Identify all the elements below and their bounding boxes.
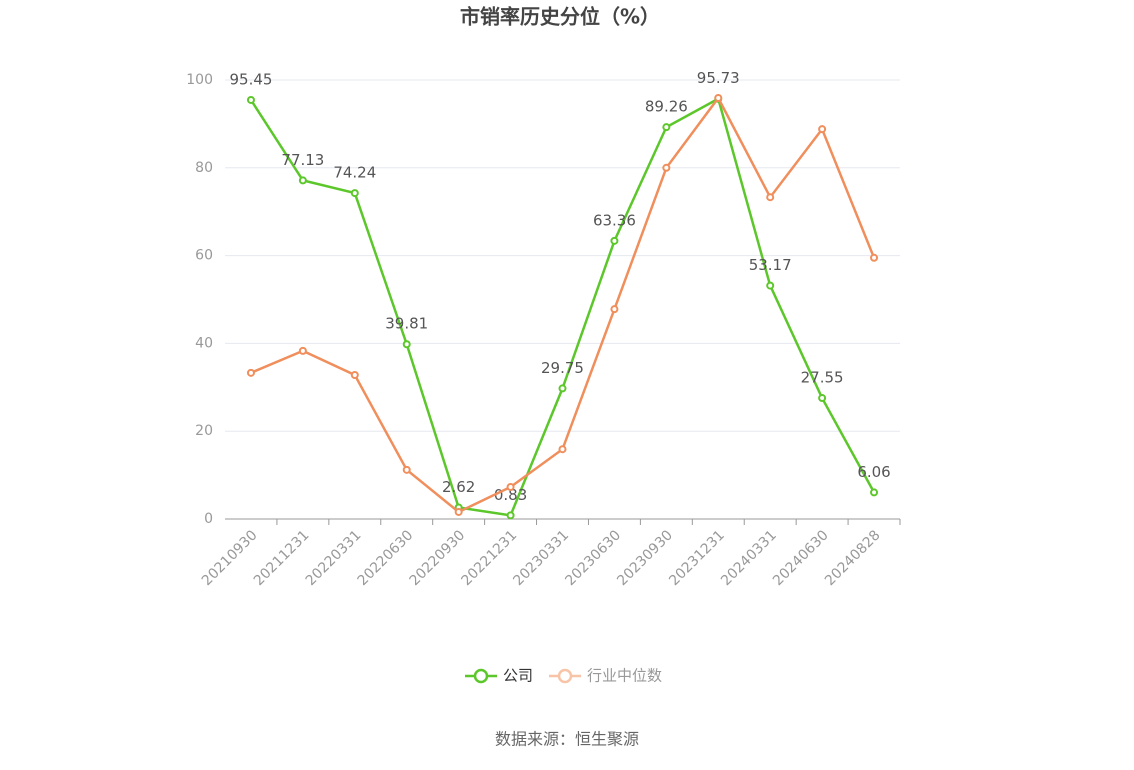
- x-tick-label: 20230630: [562, 527, 624, 589]
- legend-marker: [473, 668, 489, 684]
- point: [350, 371, 359, 380]
- x-tick-label: 20230930: [614, 527, 676, 589]
- data-label: 74.24: [333, 164, 376, 182]
- x-tick-label: 20221231: [459, 527, 521, 589]
- point: [870, 488, 879, 497]
- point: [558, 384, 567, 393]
- point: [506, 511, 515, 520]
- x-tick-label: 20220630: [355, 527, 417, 589]
- data-label: 6.06: [857, 463, 890, 481]
- point: [402, 465, 411, 474]
- point: [662, 163, 671, 172]
- point: [610, 305, 619, 314]
- source: 数据来源：恒生聚源: [495, 730, 639, 749]
- point: [454, 507, 463, 516]
- point: [610, 236, 619, 245]
- data-label: 29.75: [541, 359, 584, 377]
- y-tick-label: 40: [195, 335, 213, 351]
- x-tick-label: 20240828: [822, 527, 884, 589]
- data-label: 89.26: [645, 98, 688, 116]
- data-label: 95.73: [697, 69, 740, 87]
- point: [818, 394, 827, 403]
- data-label: 63.36: [593, 211, 636, 229]
- data-label: 53.17: [749, 256, 792, 274]
- data-label: 77.13: [281, 151, 324, 169]
- point: [402, 340, 411, 349]
- point: [298, 346, 307, 355]
- legend-label: 公司: [503, 667, 533, 685]
- point: [298, 176, 307, 185]
- legend-label: 行业中位数: [587, 667, 662, 685]
- point: [714, 93, 723, 102]
- x-tick-label: 20220331: [303, 527, 365, 589]
- y-tick-label: 80: [195, 160, 213, 176]
- point: [246, 95, 255, 104]
- x-tick-label: 20211231: [251, 527, 313, 589]
- point: [350, 189, 359, 198]
- point: [246, 368, 255, 377]
- legend-marker: [557, 668, 573, 684]
- x-tick-label: 20230331: [510, 527, 572, 589]
- x-tick-label: 20240331: [718, 527, 780, 589]
- y-tick-label: 0: [204, 511, 213, 527]
- point: [870, 253, 879, 262]
- data-label: 27.55: [801, 369, 844, 387]
- data-label: 39.81: [385, 315, 428, 333]
- x-tick-label: 20210930: [199, 527, 261, 589]
- x-tick-label: 20240630: [770, 527, 832, 589]
- point: [662, 123, 671, 132]
- point: [506, 482, 515, 491]
- point: [818, 125, 827, 134]
- y-tick-label: 100: [186, 72, 213, 88]
- y-tick-label: 20: [195, 423, 213, 439]
- x-tick-label: 20220930: [407, 527, 469, 589]
- data-label: 95.45: [229, 70, 272, 88]
- point: [766, 281, 775, 290]
- point: [558, 445, 567, 454]
- y-tick-label: 60: [195, 248, 213, 264]
- point: [766, 193, 775, 202]
- chart-title: 市销率历史分位（%）: [460, 5, 660, 29]
- x-tick-label: 20231231: [666, 527, 728, 589]
- data-label: 2.62: [442, 478, 475, 496]
